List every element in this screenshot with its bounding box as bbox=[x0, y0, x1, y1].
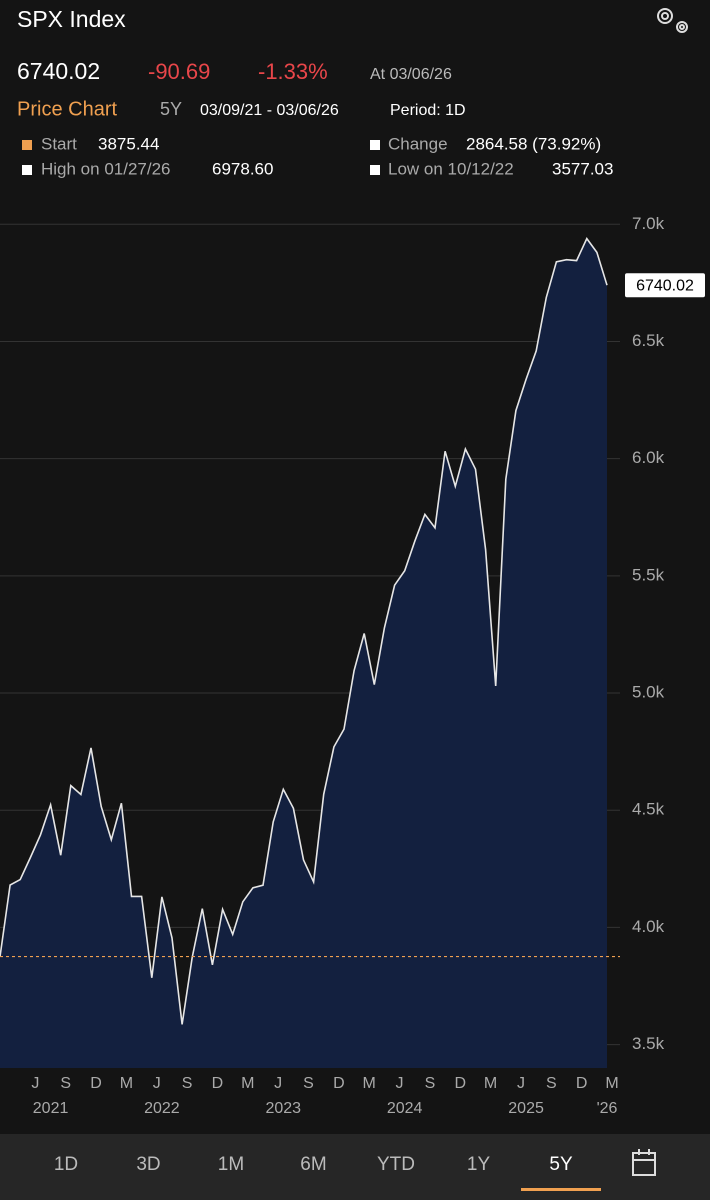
stat-value: 3875.44 bbox=[98, 134, 159, 153]
year-label: '26 bbox=[597, 1100, 618, 1117]
legend-swatch bbox=[370, 140, 380, 150]
x-tick-label: D bbox=[90, 1075, 102, 1092]
settings-icon[interactable] bbox=[657, 8, 688, 33]
tab[interactable]: 6M bbox=[300, 1154, 326, 1175]
calendar-icon[interactable] bbox=[632, 1149, 656, 1176]
tab[interactable]: YTD bbox=[377, 1154, 415, 1175]
x-tick-label: S bbox=[546, 1075, 557, 1092]
x-tick-label: D bbox=[576, 1075, 588, 1092]
x-tick-label: J bbox=[31, 1075, 39, 1092]
dates: 03/09/21 - 03/06/26 bbox=[200, 102, 339, 119]
y-tick-label: 4.0k bbox=[632, 917, 665, 936]
x-tick-label: J bbox=[153, 1075, 161, 1092]
year-label: 2022 bbox=[144, 1100, 180, 1117]
x-tick-label: D bbox=[212, 1075, 224, 1092]
year-label: 2023 bbox=[265, 1100, 301, 1117]
price: 6740.02 bbox=[17, 58, 100, 84]
y-tick-label: 6.5k bbox=[632, 331, 665, 350]
stat-value: 6978.60 bbox=[212, 159, 273, 178]
year-label: 2025 bbox=[508, 1100, 544, 1117]
x-tick-label: M bbox=[363, 1075, 376, 1092]
chart-label: Price Chart bbox=[17, 98, 117, 120]
tab-bar bbox=[0, 1134, 710, 1200]
x-tick-label: S bbox=[425, 1075, 436, 1092]
change: -90.69 bbox=[148, 59, 210, 84]
title: SPX Index bbox=[17, 6, 126, 32]
tab[interactable]: 3D bbox=[136, 1154, 160, 1175]
x-tick-label: M bbox=[120, 1075, 133, 1092]
x-tick-label: D bbox=[333, 1075, 345, 1092]
x-tick-label: M bbox=[605, 1075, 618, 1092]
x-tick-label: J bbox=[517, 1075, 525, 1092]
x-tick-label: J bbox=[396, 1075, 404, 1092]
tab-underline bbox=[521, 1188, 601, 1191]
price-line bbox=[0, 237, 608, 1025]
area bbox=[0, 238, 607, 1069]
legend-swatch bbox=[370, 165, 380, 175]
period: Period: 1D bbox=[390, 102, 466, 119]
y-tick-label: 3.5k bbox=[632, 1034, 665, 1053]
stat-label: Low on 10/12/22 bbox=[388, 159, 514, 178]
x-tick-label: S bbox=[182, 1075, 193, 1092]
x-tick-label: S bbox=[60, 1075, 71, 1092]
x-tick-label: J bbox=[274, 1075, 282, 1092]
y-tick-label: 5.5k bbox=[632, 565, 665, 584]
legend-swatch bbox=[22, 165, 32, 175]
x-tick-label: D bbox=[454, 1075, 466, 1092]
y-tick-label: 7.0k bbox=[632, 214, 665, 233]
tab[interactable]: 1D bbox=[54, 1154, 78, 1175]
y-tick-label: 6.0k bbox=[632, 448, 665, 467]
last-value-tag bbox=[625, 273, 705, 298]
range: 5Y bbox=[160, 99, 182, 119]
plot: 3.5k 4.0k 4.5k 5.0k 5.5k 6.0k 6.5k 7.0k 6740.02 J… bbox=[0, 214, 705, 1117]
stat-label: Start bbox=[41, 134, 77, 153]
last-value-label: 6740.02 bbox=[636, 277, 694, 294]
stat-label: High on 01/27/26 bbox=[41, 159, 171, 178]
tab[interactable]: 1Y bbox=[467, 1154, 491, 1175]
y-tick-label: 5.0k bbox=[632, 683, 665, 702]
stat-value: 3577.03 bbox=[552, 159, 613, 178]
x-tick-label: M bbox=[241, 1075, 254, 1092]
year-label: 2024 bbox=[387, 1100, 423, 1117]
x-tick-label: M bbox=[484, 1075, 497, 1092]
x-tick-label: S bbox=[303, 1075, 314, 1092]
tab[interactable]: 5Y bbox=[549, 1154, 573, 1175]
tab[interactable]: 1M bbox=[218, 1154, 244, 1175]
year-label: 2021 bbox=[33, 1100, 69, 1117]
tabs: 1D 3D 1M 6M YTD 1Y 5Y bbox=[54, 1154, 601, 1191]
stat-label: Change bbox=[388, 134, 448, 153]
change-pct: -1.33% bbox=[258, 59, 328, 84]
legend-swatch bbox=[22, 140, 32, 150]
stat-value: 2864.58 (73.92%) bbox=[466, 134, 601, 153]
y-tick-label: 4.5k bbox=[632, 800, 665, 819]
as-of: At 03/06/26 bbox=[370, 66, 452, 83]
